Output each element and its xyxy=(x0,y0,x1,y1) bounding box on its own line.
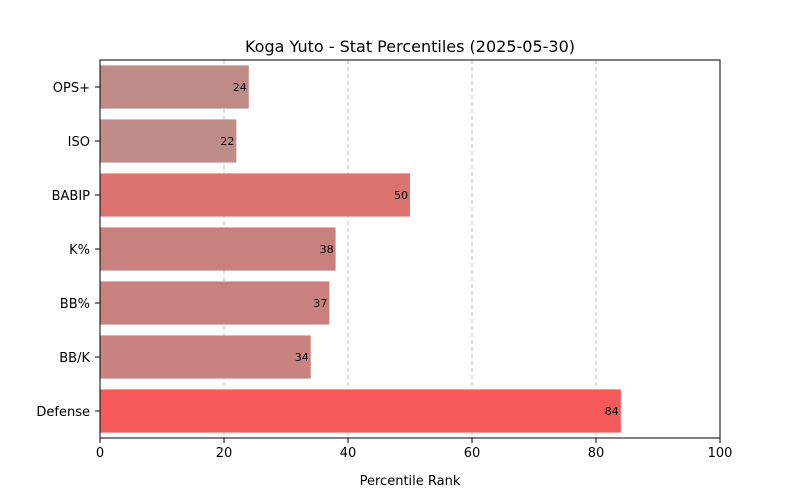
y-tick-label: ISO xyxy=(68,135,90,150)
bar-value-label: 38 xyxy=(320,243,334,256)
bar-value-label: 24 xyxy=(233,81,247,94)
bars: 24 22 50 38 37 34 84 xyxy=(100,65,621,433)
bar-defense xyxy=(100,389,621,433)
bar-value-label: 34 xyxy=(295,351,309,364)
bar-value-label: 50 xyxy=(394,189,408,202)
bar-value-label: 84 xyxy=(605,405,619,418)
bar-babip xyxy=(100,173,410,217)
bar-ops xyxy=(100,65,249,109)
bar-bb-k xyxy=(100,335,311,379)
x-tick-label: 40 xyxy=(340,446,357,461)
y-tick-label: BB% xyxy=(60,297,90,312)
bar-bb xyxy=(100,281,330,325)
bar-iso xyxy=(100,119,237,163)
y-tick-label: BABIP xyxy=(52,189,91,204)
axes: 0 20 40 60 80 100 OPS+ ISO BABIP K% BB% BB/K Defense xyxy=(36,81,732,461)
y-tick-label: OPS+ xyxy=(53,81,90,96)
x-tick-label: 0 xyxy=(96,446,104,461)
y-tick-label: K% xyxy=(69,243,90,258)
bar-value-label: 22 xyxy=(220,135,234,148)
y-tick-label: BB/K xyxy=(59,351,90,366)
bar-value-label: 37 xyxy=(313,297,327,310)
chart-title: Koga Yuto - Stat Percentiles (2025-05-30… xyxy=(245,37,575,56)
x-tick-label: 100 xyxy=(708,446,733,461)
x-tick-label: 60 xyxy=(464,446,481,461)
y-tick-label: Defense xyxy=(36,405,90,420)
x-axis-label: Percentile Rank xyxy=(360,474,461,489)
x-tick-label: 80 xyxy=(588,446,605,461)
bar-k xyxy=(100,227,336,271)
x-tick-label: 20 xyxy=(216,446,233,461)
